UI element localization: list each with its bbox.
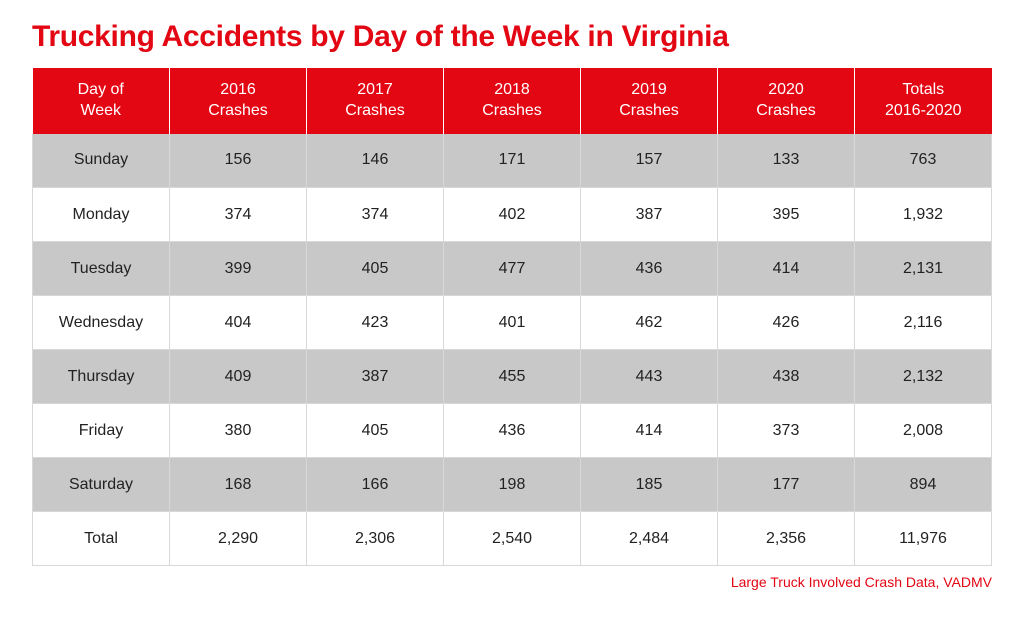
col-header: 2018Crashes	[444, 68, 581, 134]
cell: 2,356	[718, 512, 855, 566]
row-label: Friday	[33, 404, 170, 458]
page-title: Trucking Accidents by Day of the Week in…	[32, 20, 992, 54]
cell: 373	[718, 404, 855, 458]
cell: 436	[444, 404, 581, 458]
cell: 387	[307, 350, 444, 404]
cell: 1,932	[855, 188, 992, 242]
cell: 166	[307, 458, 444, 512]
cell: 2,131	[855, 242, 992, 296]
cell: 405	[307, 404, 444, 458]
cell: 374	[307, 188, 444, 242]
cell: 395	[718, 188, 855, 242]
cell: 146	[307, 134, 444, 188]
row-label: Sunday	[33, 134, 170, 188]
cell: 462	[581, 296, 718, 350]
row-label: Total	[33, 512, 170, 566]
table-row: Thursday 409 387 455 443 438 2,132	[33, 350, 992, 404]
row-label: Monday	[33, 188, 170, 242]
col-header: 2016Crashes	[170, 68, 307, 134]
row-label: Wednesday	[33, 296, 170, 350]
cell: 414	[581, 404, 718, 458]
cell: 387	[581, 188, 718, 242]
cell: 436	[581, 242, 718, 296]
cell: 2,484	[581, 512, 718, 566]
cell: 380	[170, 404, 307, 458]
col-header: 2017Crashes	[307, 68, 444, 134]
table-header-row: Day ofWeek 2016Crashes 2017Crashes 2018C…	[33, 68, 992, 134]
cell: 2,116	[855, 296, 992, 350]
table-row: Wednesday 404 423 401 462 426 2,116	[33, 296, 992, 350]
row-label: Thursday	[33, 350, 170, 404]
col-header: Day ofWeek	[33, 68, 170, 134]
table-row: Sunday 156 146 171 157 133 763	[33, 134, 992, 188]
row-label: Tuesday	[33, 242, 170, 296]
cell: 405	[307, 242, 444, 296]
cell: 763	[855, 134, 992, 188]
cell: 2,290	[170, 512, 307, 566]
cell: 443	[581, 350, 718, 404]
table-row: Friday 380 405 436 414 373 2,008	[33, 404, 992, 458]
col-header: 2019Crashes	[581, 68, 718, 134]
cell: 438	[718, 350, 855, 404]
cell: 156	[170, 134, 307, 188]
cell: 171	[444, 134, 581, 188]
cell: 133	[718, 134, 855, 188]
cell: 399	[170, 242, 307, 296]
cell: 168	[170, 458, 307, 512]
table-row: Total 2,290 2,306 2,540 2,484 2,356 11,9…	[33, 512, 992, 566]
crash-table: Day ofWeek 2016Crashes 2017Crashes 2018C…	[32, 68, 992, 566]
cell: 2,306	[307, 512, 444, 566]
cell: 401	[444, 296, 581, 350]
cell: 374	[170, 188, 307, 242]
cell: 894	[855, 458, 992, 512]
table-row: Monday 374 374 402 387 395 1,932	[33, 188, 992, 242]
cell: 423	[307, 296, 444, 350]
table-row: Saturday 168 166 198 185 177 894	[33, 458, 992, 512]
source-footnote: Large Truck Involved Crash Data, VADMV	[32, 574, 992, 590]
cell: 414	[718, 242, 855, 296]
col-header: Totals2016-2020	[855, 68, 992, 134]
cell: 177	[718, 458, 855, 512]
cell: 198	[444, 458, 581, 512]
col-header: 2020Crashes	[718, 68, 855, 134]
cell: 157	[581, 134, 718, 188]
cell: 11,976	[855, 512, 992, 566]
cell: 402	[444, 188, 581, 242]
cell: 404	[170, 296, 307, 350]
cell: 455	[444, 350, 581, 404]
cell: 409	[170, 350, 307, 404]
table-row: Tuesday 399 405 477 436 414 2,131	[33, 242, 992, 296]
cell: 185	[581, 458, 718, 512]
row-label: Saturday	[33, 458, 170, 512]
cell: 2,008	[855, 404, 992, 458]
cell: 2,540	[444, 512, 581, 566]
cell: 2,132	[855, 350, 992, 404]
cell: 426	[718, 296, 855, 350]
cell: 477	[444, 242, 581, 296]
